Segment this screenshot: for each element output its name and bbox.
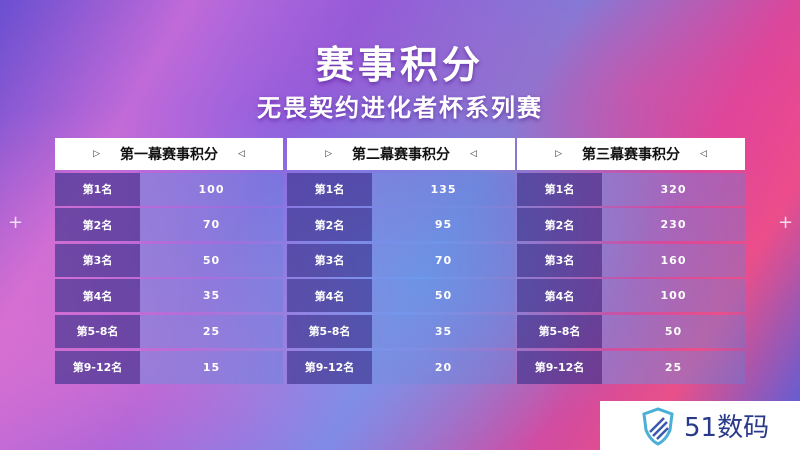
triangle-left-icon: ◁ xyxy=(700,149,707,159)
points-cell: 95 xyxy=(372,208,515,242)
watermark-text: 51数码 xyxy=(684,413,770,443)
rank-cell: 第5-8名 xyxy=(55,314,140,348)
points-cell: 70 xyxy=(140,208,283,242)
table-row: 第1名 100 xyxy=(55,172,283,206)
points-cell: 20 xyxy=(372,350,515,384)
rank-cell: 第3名 xyxy=(287,243,372,277)
rank-cell: 第3名 xyxy=(517,243,602,277)
rank-cell: 第3名 xyxy=(55,243,140,277)
rank-cell: 第2名 xyxy=(517,208,602,242)
points-cell: 50 xyxy=(140,243,283,277)
points-cell: 320 xyxy=(602,172,745,206)
table-row: 第9-12名 25 xyxy=(517,350,745,384)
points-cell: 15 xyxy=(140,350,283,384)
triangle-right-icon: ▷ xyxy=(555,149,562,159)
rank-cell: 第2名 xyxy=(287,208,372,242)
rank-cell: 第1名 xyxy=(55,172,140,206)
table-row: 第2名 70 xyxy=(55,208,283,242)
points-cell: 100 xyxy=(602,279,745,313)
triangle-left-icon: ◁ xyxy=(238,149,245,159)
table-header: ▷ 第三幕赛事积分 ◁ xyxy=(517,138,745,170)
rank-cell: 第4名 xyxy=(287,279,372,313)
points-cell: 70 xyxy=(372,243,515,277)
points-cell: 35 xyxy=(372,314,515,348)
points-cell: 35 xyxy=(140,279,283,313)
points-cell: 25 xyxy=(140,314,283,348)
triangle-right-icon: ▷ xyxy=(93,149,100,159)
table-row: 第1名 135 xyxy=(287,172,515,206)
table-row: 第3名 160 xyxy=(517,243,745,277)
rank-cell: 第1名 xyxy=(287,172,372,206)
table-row: 第5-8名 25 xyxy=(55,314,283,348)
table-row: 第1名 320 xyxy=(517,172,745,206)
crosshair-decoration: + xyxy=(8,212,24,233)
watermark: 51数码 xyxy=(600,401,800,450)
table-row: 第2名 230 xyxy=(517,208,745,242)
rank-cell: 第1名 xyxy=(517,172,602,206)
rank-cell: 第9-12名 xyxy=(517,350,602,384)
table-row: 第5-8名 35 xyxy=(287,314,515,348)
table-row: 第3名 70 xyxy=(287,243,515,277)
page-subtitle: 无畏契约进化者杯系列赛 xyxy=(257,94,543,122)
rank-cell: 第4名 xyxy=(517,279,602,313)
rank-cell: 第5-8名 xyxy=(517,314,602,348)
points-cell: 160 xyxy=(602,243,745,277)
points-cell: 135 xyxy=(372,172,515,206)
rank-cell: 第4名 xyxy=(55,279,140,313)
shield-logo-icon xyxy=(642,406,674,446)
rank-cell: 第9-12名 xyxy=(287,350,372,384)
rank-cell: 第9-12名 xyxy=(55,350,140,384)
triangle-right-icon: ▷ xyxy=(325,149,332,159)
table-header: ▷ 第二幕赛事积分 ◁ xyxy=(287,138,515,170)
table-header-label: 第一幕赛事积分 xyxy=(120,147,218,163)
points-cell: 50 xyxy=(602,314,745,348)
table-row: 第9-12名 15 xyxy=(55,350,283,384)
table-row: 第4名 35 xyxy=(55,279,283,313)
points-cell: 230 xyxy=(602,208,745,242)
points-cell: 25 xyxy=(602,350,745,384)
table-row: 第2名 95 xyxy=(287,208,515,242)
table-row: 第9-12名 20 xyxy=(287,350,515,384)
page-title: 赛事积分 xyxy=(315,43,484,87)
table-row: 第4名 50 xyxy=(287,279,515,313)
rank-cell: 第2名 xyxy=(55,208,140,242)
table-row: 第4名 100 xyxy=(517,279,745,313)
table-header-label: 第三幕赛事积分 xyxy=(582,147,680,163)
triangle-left-icon: ◁ xyxy=(470,149,477,159)
points-cell: 50 xyxy=(372,279,515,313)
points-cell: 100 xyxy=(140,172,283,206)
table-row: 第5-8名 50 xyxy=(517,314,745,348)
table-header-label: 第二幕赛事积分 xyxy=(352,147,450,163)
crosshair-decoration: + xyxy=(778,212,794,233)
points-table: ▷ 第二幕赛事积分 ◁ 第1名 135 第2名 95 第3名 70 第4名 50 第5-8名 35 第9-… xyxy=(287,138,515,384)
rank-cell: 第5-8名 xyxy=(287,314,372,348)
points-table: ▷ 第三幕赛事积分 ◁ 第1名 320 第2名 230 第3名 160 第4名 100 第5-8名 50… xyxy=(517,138,745,384)
table-header: ▷ 第一幕赛事积分 ◁ xyxy=(55,138,283,170)
points-table: ▷ 第一幕赛事积分 ◁ 第1名 100 第2名 70 第3名 50 第4名 35 第5-8名 25 第9-… xyxy=(55,138,283,384)
table-row: 第3名 50 xyxy=(55,243,283,277)
